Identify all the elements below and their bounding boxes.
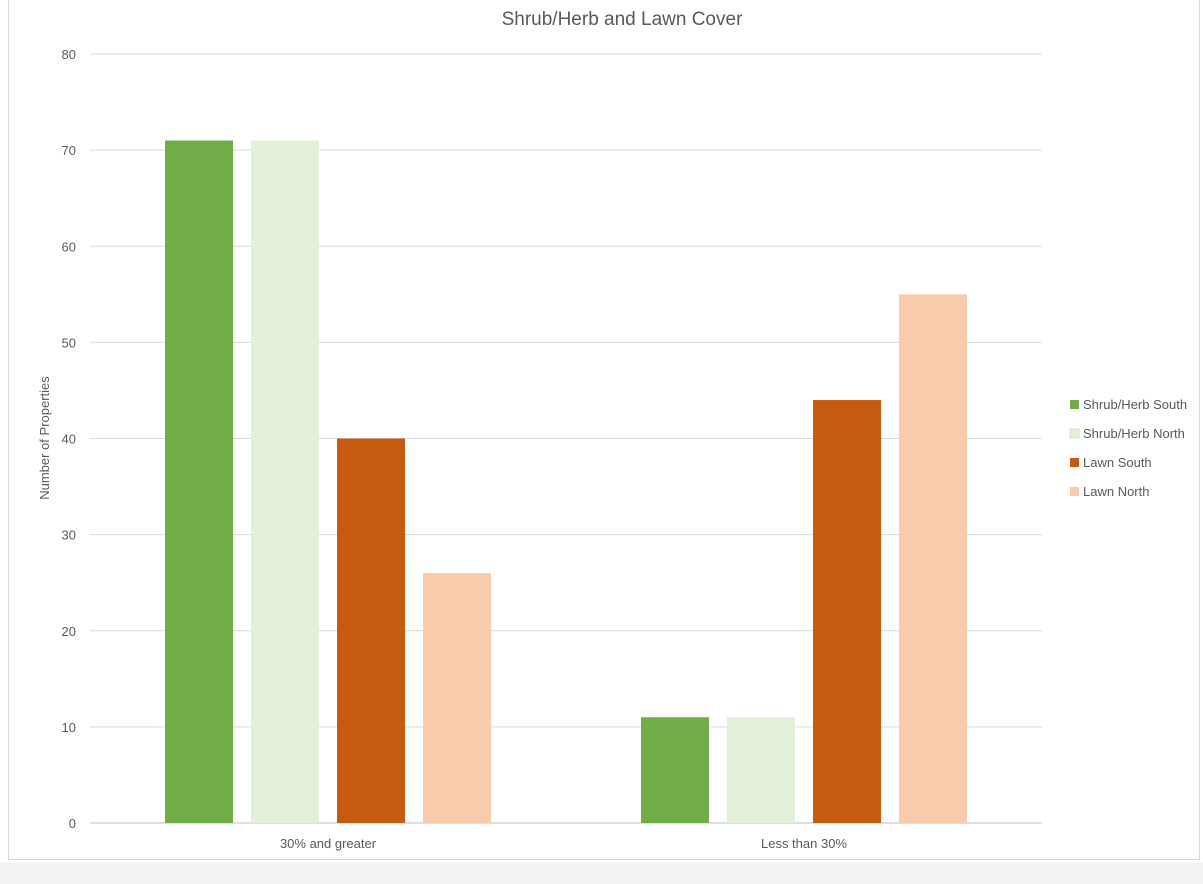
bar-shrub-herb-north-1 [727,717,795,823]
legend-swatch [1069,428,1080,439]
legend-label: Shrub/Herb South [1083,397,1187,412]
y-tick-label: 40 [62,432,76,447]
legend-swatch [1070,400,1079,409]
legend-label: Lawn North [1083,484,1149,499]
y-tick-label: 70 [62,143,76,158]
y-tick-label: 30 [62,528,76,543]
bar-lawn-south-1 [813,400,881,823]
legend: Shrub/Herb South Shrub/Herb North Lawn Sou… [1069,397,1187,499]
y-axis-label: Number of Properties [37,376,52,500]
x-tick-label: Less than 30% [761,836,847,851]
y-tick-label: 80 [62,47,76,62]
y-tick-label: 50 [62,335,76,350]
chart-title: Shrub/Herb and Lawn Cover [502,9,743,30]
bars [165,140,967,823]
y-tick-label: 60 [62,239,76,254]
bar-shrub-herb-north-0 [251,140,319,823]
y-tick-label: 20 [62,624,76,639]
y-tick-labels: 0 10 20 30 40 50 60 70 80 [62,47,76,831]
bottom-strip [0,862,1203,884]
gridlines [90,53,1042,824]
y-tick-label: 0 [69,816,76,831]
legend-swatch [1070,487,1079,496]
bar-lawn-north-0 [423,573,491,823]
legend-swatch [1070,458,1079,467]
y-tick-label: 10 [62,720,76,735]
bar-lawn-north-1 [899,294,967,823]
bar-shrub-herb-south-0 [165,140,233,823]
legend-label: Lawn South [1083,455,1152,470]
legend-label: Shrub/Herb North [1083,426,1185,441]
bar-shrub-herb-south-1 [641,717,709,823]
x-tick-label: 30% and greater [280,836,377,851]
bar-lawn-south-0 [337,438,405,823]
x-tick-labels: 30% and greater Less than 30% [280,836,848,851]
